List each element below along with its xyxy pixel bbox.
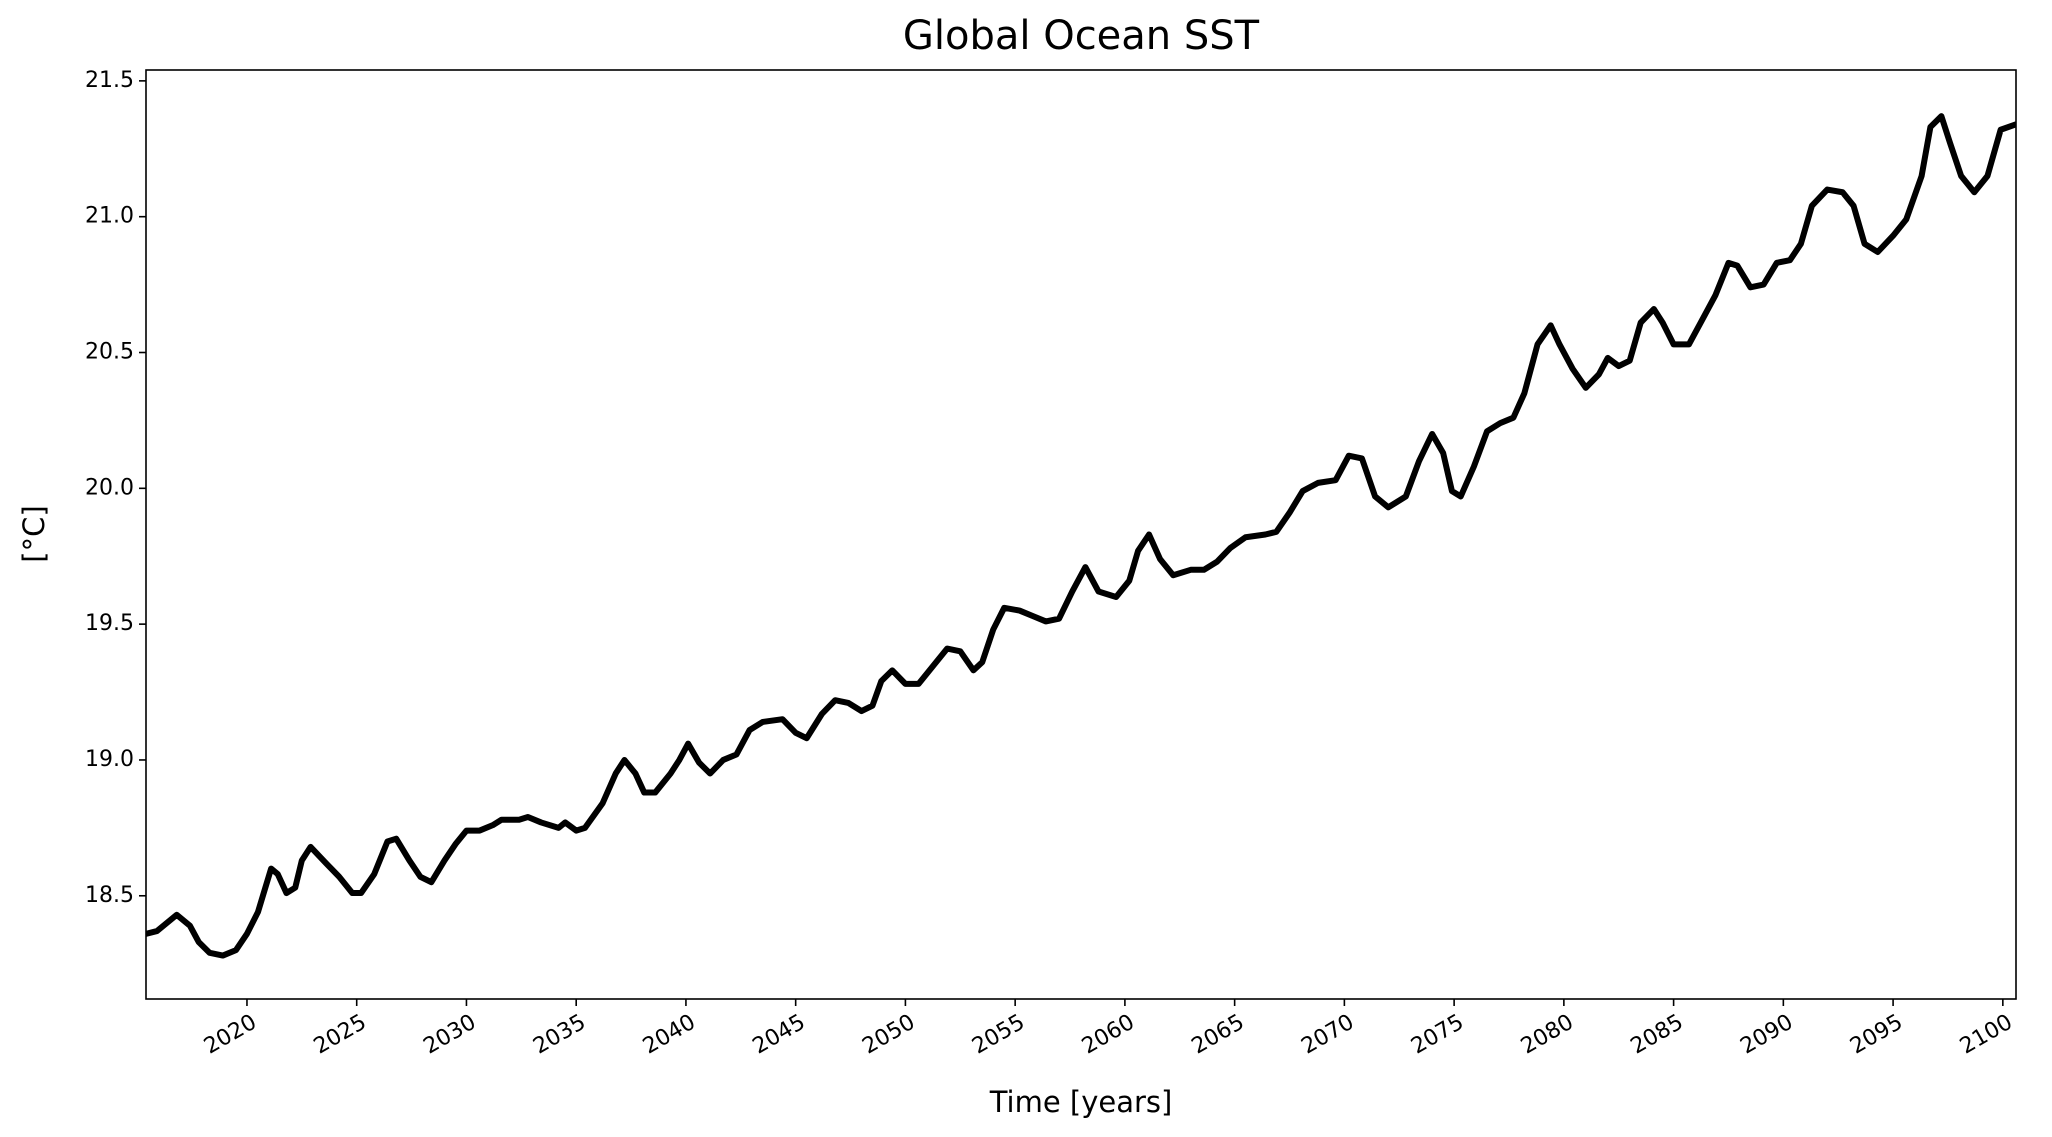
x-tick-label: 2080: [1517, 1010, 1578, 1060]
x-tick-label: 2085: [1627, 1010, 1688, 1060]
y-tick-label: 18.5: [85, 883, 134, 908]
x-tick-label: 2055: [968, 1010, 1029, 1060]
x-tick-label: 2020: [200, 1010, 261, 1060]
y-tick-label: 21.5: [85, 68, 134, 93]
x-tick-label: 2075: [1407, 1010, 1468, 1060]
y-tick-label: 20.5: [85, 340, 134, 365]
x-tick-label: 2090: [1736, 1010, 1797, 1060]
y-tick-label: 20.0: [85, 475, 134, 500]
y-tick-label: 21.0: [85, 204, 134, 229]
x-tick-label: 2040: [639, 1010, 700, 1060]
x-tick-label: 2100: [1956, 1010, 2017, 1060]
y-tick-label: 19.0: [85, 747, 134, 772]
x-axis-label: Time [years]: [989, 1085, 1173, 1119]
x-tick-label: 2065: [1188, 1010, 1249, 1060]
x-tick-label: 2030: [419, 1010, 480, 1060]
x-tick-label: 2050: [858, 1010, 919, 1060]
plot-frame: [145, 69, 2017, 1000]
x-tick-label: 2095: [1846, 1010, 1907, 1060]
x-tick-label: 2025: [310, 1010, 371, 1060]
x-tick-label: 2035: [529, 1010, 590, 1060]
y-axis-label: [°C]: [17, 505, 51, 562]
x-tick-label: 2060: [1078, 1010, 1139, 1060]
chart-title: Global Ocean SST: [903, 13, 1260, 59]
x-tick-label: 2070: [1297, 1010, 1358, 1060]
y-tick-label: 19.5: [85, 611, 134, 636]
line-series: [146, 113, 2016, 959]
x-tick-label: 2045: [749, 1010, 810, 1060]
